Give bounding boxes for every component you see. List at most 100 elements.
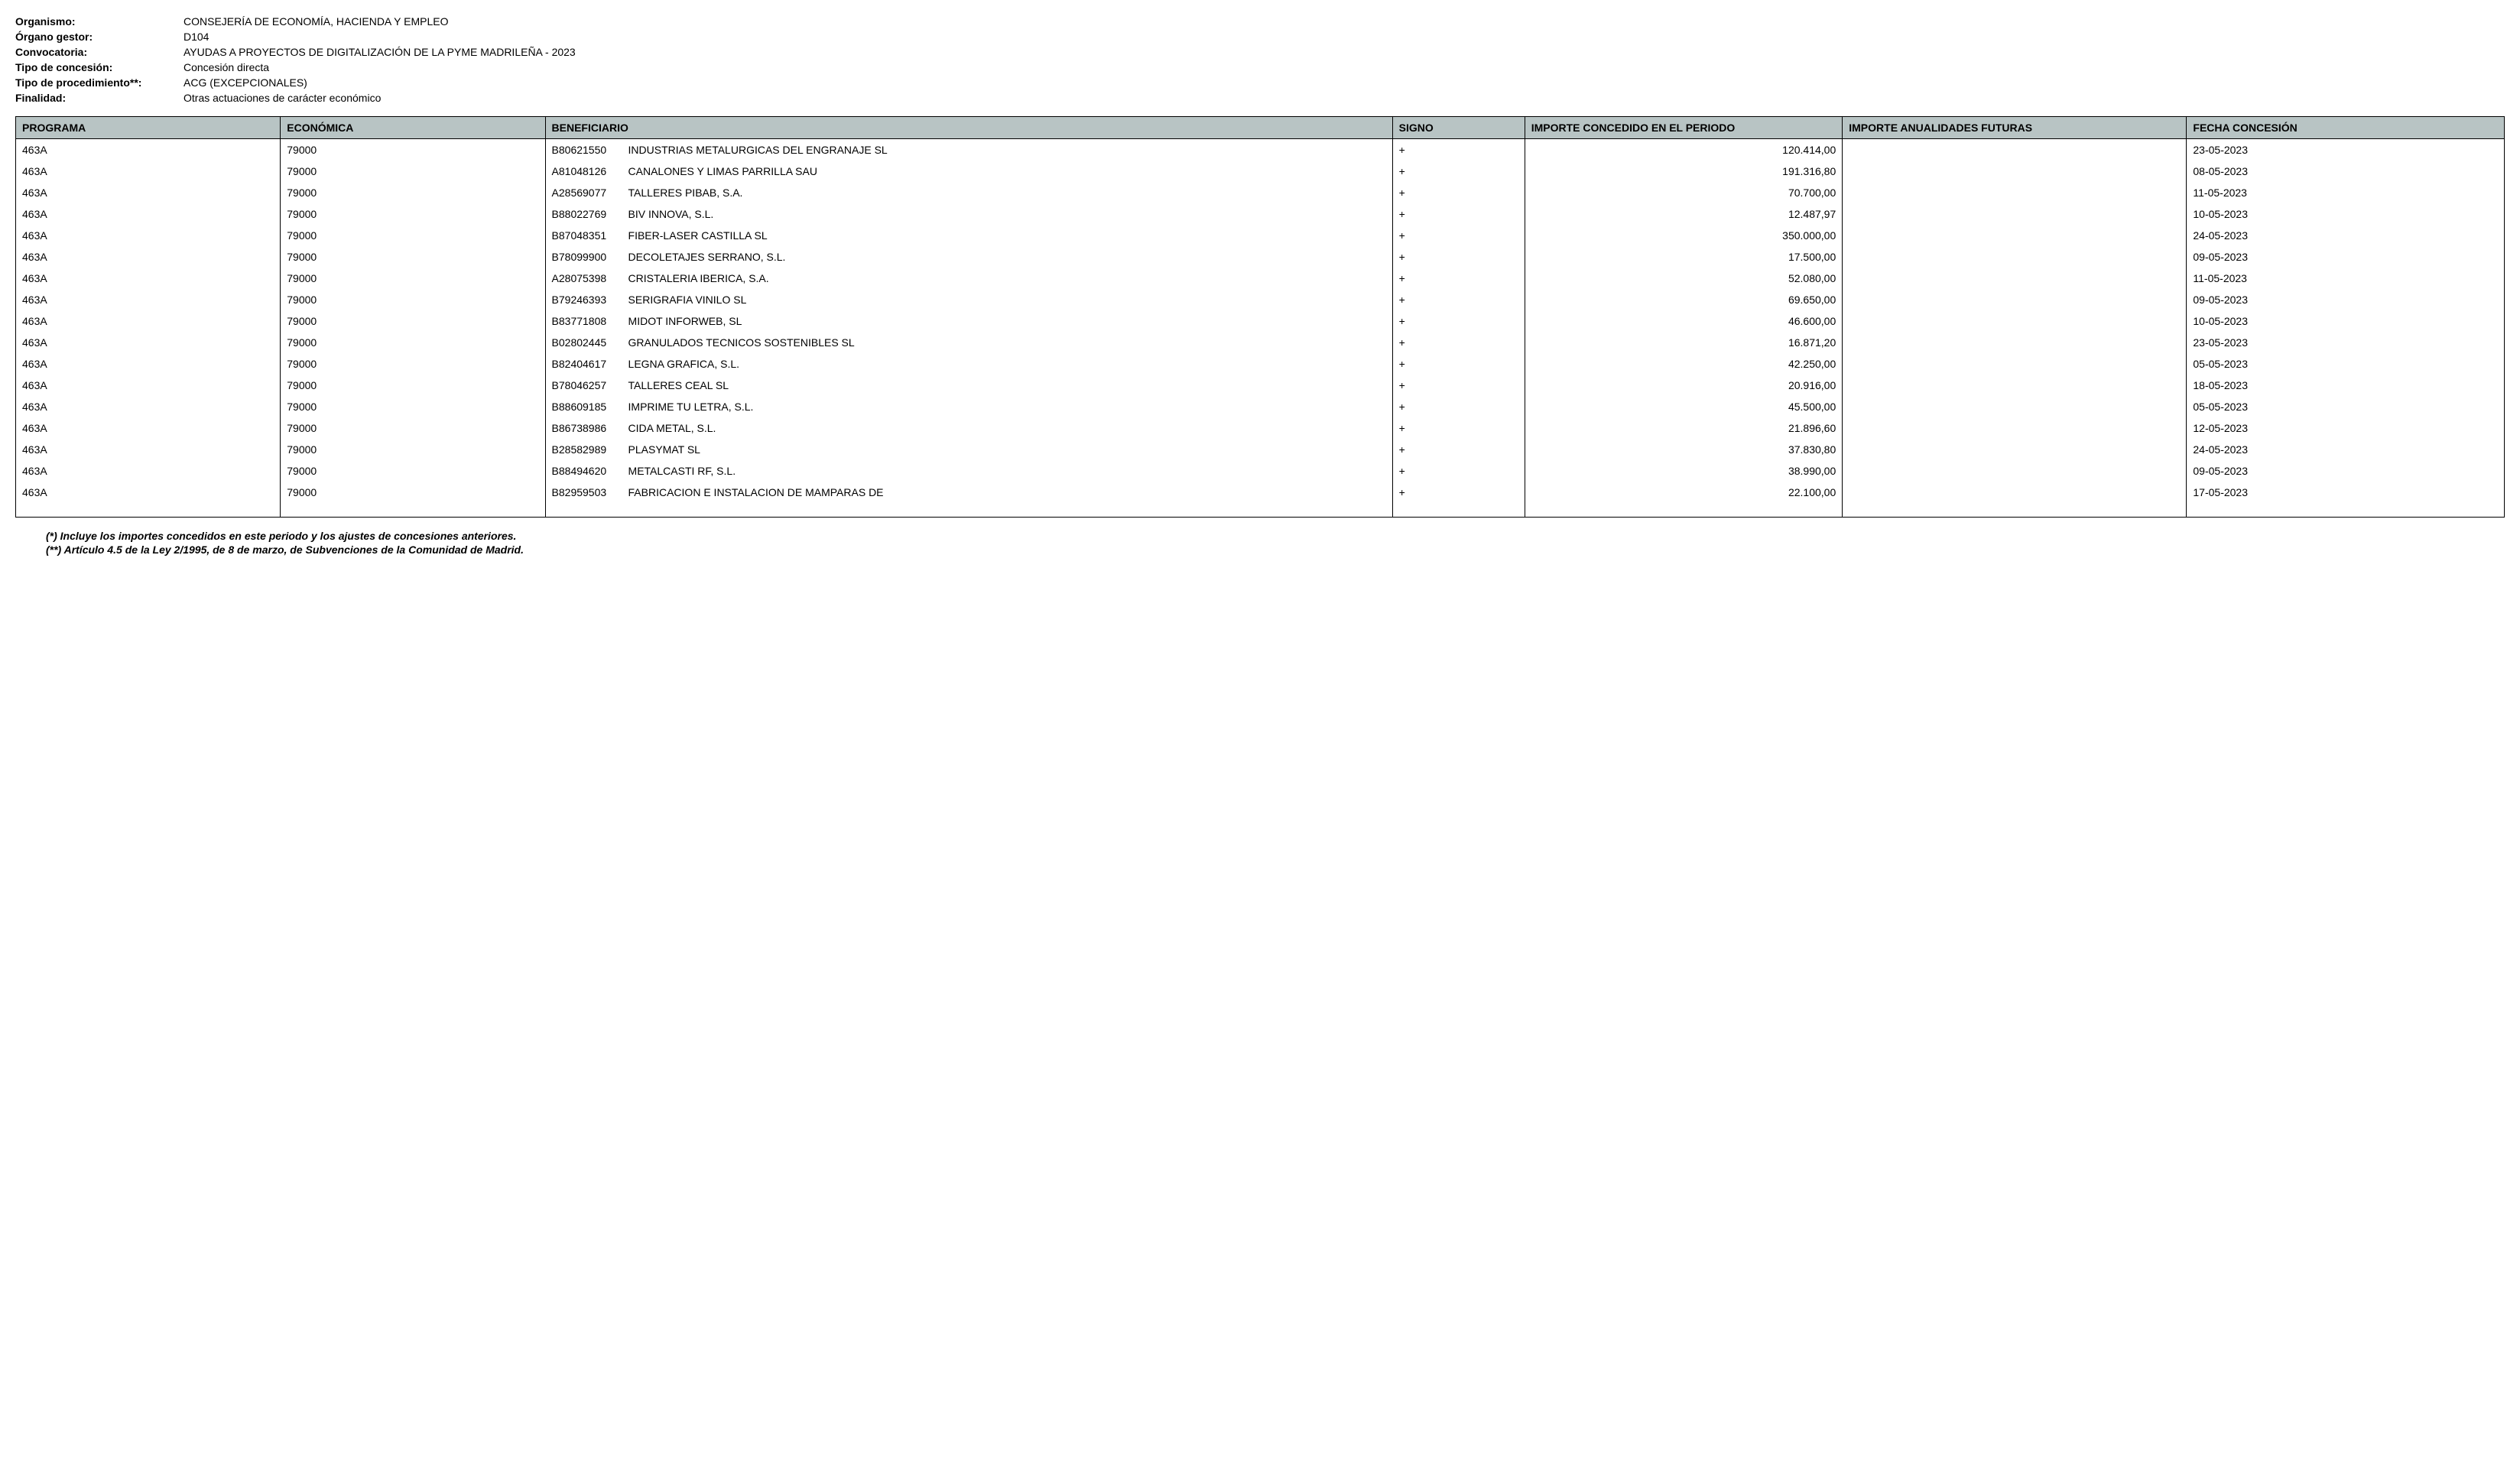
cell-economica: 79000 — [281, 310, 545, 332]
table-row: 463A79000B88022769BIV INNOVA, S.L.+12.48… — [16, 203, 2505, 225]
cell-importe-futuras — [1843, 439, 2187, 460]
col-header-economica: ECONÓMICA — [281, 117, 545, 139]
cell-importe-futuras — [1843, 203, 2187, 225]
cell-importe-futuras — [1843, 310, 2187, 332]
organo-gestor-label: Órgano gestor: — [15, 31, 183, 43]
table-row: 463A79000B83771808MIDOT INFORWEB, SL+46.… — [16, 310, 2505, 332]
cell-importe-futuras — [1843, 332, 2187, 353]
cell-economica: 79000 — [281, 161, 545, 182]
cell-importe-futuras — [1843, 161, 2187, 182]
cell-economica: 79000 — [281, 460, 545, 482]
cell-signo: + — [1392, 182, 1525, 203]
header-row-organismo: Organismo: CONSEJERÍA DE ECONOMÍA, HACIE… — [15, 15, 2505, 28]
cell-programa: 463A — [16, 460, 281, 482]
cell-programa: 463A — [16, 417, 281, 439]
cell-economica: 79000 — [281, 417, 545, 439]
cell-fecha: 05-05-2023 — [2187, 396, 2505, 417]
table-row: 463A79000A81048126CANALONES Y LIMAS PARR… — [16, 161, 2505, 182]
header-row-tipo-procedimiento: Tipo de procedimiento**: ACG (EXCEPCIONA… — [15, 76, 2505, 89]
cell-economica: 79000 — [281, 439, 545, 460]
cell-signo: + — [1392, 310, 1525, 332]
cell-programa: 463A — [16, 375, 281, 396]
cell-signo: + — [1392, 375, 1525, 396]
cell-importe-periodo: 20.916,00 — [1525, 375, 1843, 396]
cell-importe-periodo: 38.990,00 — [1525, 460, 1843, 482]
table-body: 463A79000B80621550INDUSTRIAS METALURGICA… — [16, 139, 2505, 518]
cell-signo: + — [1392, 289, 1525, 310]
table-row: 463A79000B79246393SERIGRAFIA VINILO SL+6… — [16, 289, 2505, 310]
col-header-importe-periodo: IMPORTE CONCEDIDO EN EL PERIODO — [1525, 117, 1843, 139]
cell-programa: 463A — [16, 332, 281, 353]
cell-programa: 463A — [16, 353, 281, 375]
col-header-fecha: FECHA CONCESIÓN — [2187, 117, 2505, 139]
beneficiario-id: B82404617 — [552, 358, 628, 370]
cell-economica: 79000 — [281, 225, 545, 246]
cell-economica: 79000 — [281, 139, 545, 161]
cell-fecha: 11-05-2023 — [2187, 182, 2505, 203]
header-row-finalidad: Finalidad: Otras actuaciones de carácter… — [15, 92, 2505, 104]
cell-beneficiario: B79246393SERIGRAFIA VINILO SL — [545, 289, 1392, 310]
cell-signo: + — [1392, 268, 1525, 289]
cell-importe-futuras — [1843, 353, 2187, 375]
tipo-procedimiento-label: Tipo de procedimiento**: — [15, 76, 183, 89]
beneficiario-name: FIBER-LASER CASTILLA SL — [628, 229, 1386, 242]
cell-signo: + — [1392, 203, 1525, 225]
cell-economica: 79000 — [281, 375, 545, 396]
cell-signo: + — [1392, 460, 1525, 482]
cell-programa: 463A — [16, 139, 281, 161]
cell-fecha: 23-05-2023 — [2187, 332, 2505, 353]
col-header-programa: PROGRAMA — [16, 117, 281, 139]
beneficiario-id: B83771808 — [552, 315, 628, 327]
header-row-convocatoria: Convocatoria: AYUDAS A PROYECTOS DE DIGI… — [15, 46, 2505, 58]
cell-fecha: 09-05-2023 — [2187, 289, 2505, 310]
cell-importe-periodo: 52.080,00 — [1525, 268, 1843, 289]
cell-importe-futuras — [1843, 375, 2187, 396]
cell-economica: 79000 — [281, 268, 545, 289]
cell-importe-periodo: 350.000,00 — [1525, 225, 1843, 246]
beneficiario-name: TALLERES PIBAB, S.A. — [628, 187, 1386, 199]
cell-signo: + — [1392, 246, 1525, 268]
tipo-concesion-value: Concesión directa — [183, 61, 2505, 73]
cell-beneficiario: B83771808MIDOT INFORWEB, SL — [545, 310, 1392, 332]
tipo-concesion-label: Tipo de concesión: — [15, 61, 183, 73]
cell-economica: 79000 — [281, 246, 545, 268]
cell-signo: + — [1392, 353, 1525, 375]
table-row: 463A79000B02802445GRANULADOS TECNICOS SO… — [16, 332, 2505, 353]
beneficiario-name: BIV INNOVA, S.L. — [628, 208, 1386, 220]
cell-fecha: 10-05-2023 — [2187, 310, 2505, 332]
cell-beneficiario: B87048351FIBER-LASER CASTILLA SL — [545, 225, 1392, 246]
beneficiario-name: FABRICACION E INSTALACION DE MAMPARAS DE — [628, 486, 1386, 498]
cell-economica: 79000 — [281, 396, 545, 417]
beneficiario-name: CANALONES Y LIMAS PARRILLA SAU — [628, 165, 1386, 177]
cell-importe-futuras — [1843, 417, 2187, 439]
beneficiario-id: B82959503 — [552, 486, 628, 498]
cell-signo: + — [1392, 439, 1525, 460]
cell-beneficiario: B82959503FABRICACION E INSTALACION DE MA… — [545, 482, 1392, 518]
table-row: 463A79000B80621550INDUSTRIAS METALURGICA… — [16, 139, 2505, 161]
beneficiario-name: MIDOT INFORWEB, SL — [628, 315, 1386, 327]
beneficiario-id: A28075398 — [552, 272, 628, 284]
cell-signo: + — [1392, 161, 1525, 182]
header-row-tipo-concesion: Tipo de concesión: Concesión directa — [15, 61, 2505, 73]
cell-importe-futuras — [1843, 289, 2187, 310]
cell-importe-periodo: 191.316,80 — [1525, 161, 1843, 182]
cell-signo: + — [1392, 417, 1525, 439]
cell-importe-periodo: 22.100,00 — [1525, 482, 1843, 518]
cell-importe-futuras — [1843, 396, 2187, 417]
finalidad-label: Finalidad: — [15, 92, 183, 104]
cell-importe-periodo: 120.414,00 — [1525, 139, 1843, 161]
convocatoria-value: AYUDAS A PROYECTOS DE DIGITALIZACIÓN DE … — [183, 46, 2505, 58]
beneficiario-name: LEGNA GRAFICA, S.L. — [628, 358, 1386, 370]
cell-fecha: 17-05-2023 — [2187, 482, 2505, 518]
cell-signo: + — [1392, 482, 1525, 518]
beneficiario-name: GRANULADOS TECNICOS SOSTENIBLES SL — [628, 336, 1386, 349]
cell-economica: 79000 — [281, 182, 545, 203]
table-row: 463A79000B88609185IMPRIME TU LETRA, S.L.… — [16, 396, 2505, 417]
cell-fecha: 24-05-2023 — [2187, 225, 2505, 246]
cell-fecha: 08-05-2023 — [2187, 161, 2505, 182]
organo-gestor-value: D104 — [183, 31, 2505, 43]
cell-programa: 463A — [16, 482, 281, 518]
cell-importe-periodo: 37.830,80 — [1525, 439, 1843, 460]
cell-programa: 463A — [16, 182, 281, 203]
footnote-1: (*) Incluye los importes concedidos en e… — [46, 530, 2505, 542]
